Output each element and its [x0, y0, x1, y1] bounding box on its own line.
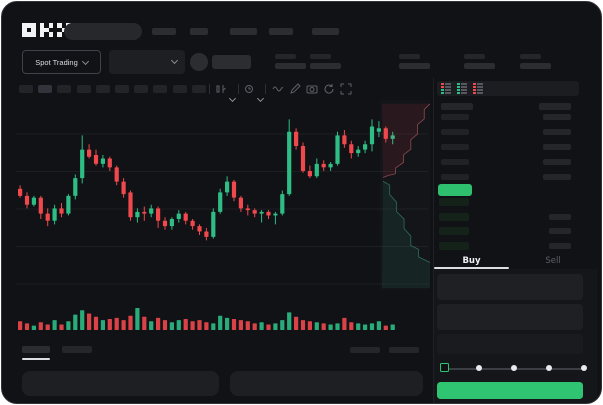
candlestick-chart [16, 103, 431, 330]
bid-row-price[interactable] [439, 198, 469, 206]
nav-item[interactable] [190, 28, 208, 35]
coin-icon[interactable] [190, 53, 208, 71]
price-input[interactable] [437, 274, 583, 300]
bid-row-price[interactable] [439, 227, 469, 236]
screenshot-camera-icon[interactable] [306, 83, 318, 95]
asks-only-icon[interactable] [473, 83, 484, 94]
bid-row-amount[interactable] [549, 213, 571, 220]
ask-row-amount[interactable] [543, 174, 571, 180]
fullscreen-icon[interactable] [340, 83, 352, 95]
amount-input[interactable] [437, 304, 583, 330]
bid-row-price[interactable] [439, 241, 469, 250]
timeframe-button[interactable] [76, 85, 91, 93]
timeframe-button[interactable] [115, 85, 129, 93]
bid-row-amount[interactable] [549, 228, 571, 235]
slider-stop[interactable] [546, 365, 552, 371]
tab-buy-label: Buy [462, 256, 481, 266]
last-price-badge[interactable] [438, 184, 472, 196]
ask-row-price[interactable] [441, 174, 469, 180]
stat-value-placeholder [399, 63, 430, 69]
stat-value-placeholder [275, 63, 306, 69]
slider-stop[interactable] [476, 365, 482, 371]
bid-row-amount[interactable] [549, 242, 571, 249]
slider-stop[interactable] [511, 365, 517, 371]
stat-value-placeholder [464, 63, 495, 69]
logo-letter-O [22, 23, 36, 37]
ask-row-amount[interactable] [543, 114, 571, 120]
ask-row-price[interactable] [441, 129, 469, 135]
bid-row-price[interactable] [439, 212, 469, 221]
combined-book-icon[interactable] [441, 83, 452, 94]
ask-row-price[interactable] [441, 144, 469, 150]
bids-only-icon[interactable] [457, 83, 468, 94]
chevron-down-icon[interactable] [228, 86, 242, 103]
market-type-label: Spot Trading [35, 57, 78, 67]
chart-tab-underline [22, 358, 50, 360]
chevron-down-icon [81, 57, 89, 65]
interval-dropdown[interactable] [244, 83, 256, 95]
search-input[interactable] [64, 23, 142, 40]
stat-label-placeholder [399, 54, 420, 59]
chart-footer-placeholder [350, 347, 380, 353]
candle-style-dropdown[interactable] [215, 83, 227, 95]
stat-label-placeholder [310, 54, 331, 59]
slider-stop[interactable] [440, 363, 449, 372]
chart-footer-placeholder [389, 347, 419, 353]
trade-column: Buy Sell [433, 78, 597, 403]
ob-col-header-amount [539, 103, 571, 110]
timeframe-button[interactable] [19, 85, 33, 93]
slider-stop[interactable] [581, 365, 587, 371]
ask-row-amount[interactable] [543, 159, 571, 165]
orders-panel-left [22, 371, 219, 396]
ask-row-price[interactable] [441, 114, 469, 120]
tab-buy[interactable]: Buy [434, 254, 509, 268]
timeframe-button[interactable] [172, 85, 187, 93]
draw-pencil-icon[interactable] [289, 83, 301, 95]
market-type-dropdown[interactable]: Spot Trading [22, 50, 101, 74]
timeframe-button[interactable] [95, 85, 110, 93]
chart-tab[interactable] [62, 346, 92, 353]
orderbook-view-toggle-bar [437, 81, 579, 96]
buy-submit-button[interactable] [437, 382, 583, 399]
orders-panel-right [230, 371, 423, 396]
tab-sell-label: Sell [545, 256, 561, 266]
nav-item[interactable] [312, 28, 339, 35]
divider [238, 84, 239, 94]
stat-label-placeholder [520, 54, 541, 59]
total-field[interactable] [437, 334, 583, 354]
timeframe-button[interactable] [191, 85, 206, 93]
chevron-down-icon [170, 56, 179, 65]
refresh-icon[interactable] [323, 83, 335, 95]
chart-tab-active[interactable] [22, 346, 50, 353]
active-tab-underline [434, 267, 509, 269]
stat-label-placeholder [275, 54, 296, 59]
pair-name-placeholder [212, 55, 251, 69]
ask-row-price[interactable] [441, 159, 469, 165]
stat-value-placeholder [310, 63, 341, 69]
divider [265, 84, 266, 94]
stat-label-placeholder [464, 54, 485, 59]
timeframe-button[interactable] [57, 85, 72, 93]
divider [209, 84, 210, 94]
stat-value-placeholder [520, 63, 551, 69]
chevron-down-icon[interactable] [256, 86, 270, 103]
ob-col-header-price [441, 103, 473, 110]
indicator-wave-icon[interactable] [272, 83, 284, 95]
nav-item[interactable] [152, 28, 176, 35]
timeframe-button[interactable] [134, 85, 149, 93]
timeframe-button[interactable] [38, 85, 53, 93]
tab-sell[interactable]: Sell [509, 254, 597, 268]
ask-row-amount[interactable] [543, 144, 571, 150]
ask-row-amount[interactable] [543, 129, 571, 135]
nav-item[interactable] [230, 28, 257, 35]
timeframe-button[interactable] [153, 85, 168, 93]
nav-item[interactable] [269, 28, 293, 35]
pair-select-dropdown[interactable] [109, 50, 185, 74]
logo-letter-K [39, 23, 53, 37]
chart-canvas[interactable] [12, 98, 432, 348]
